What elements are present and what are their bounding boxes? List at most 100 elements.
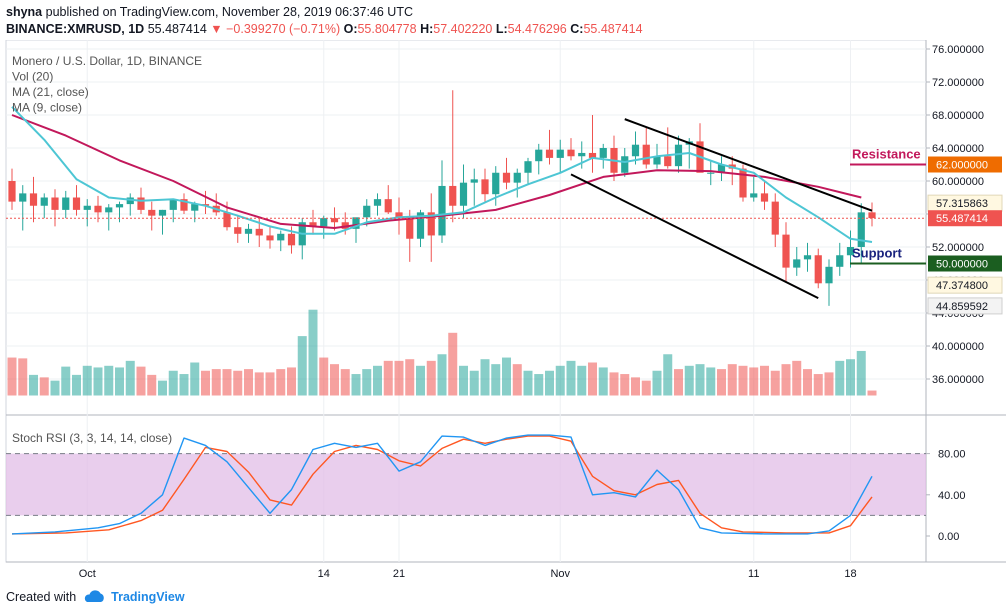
volume-bar: [835, 360, 845, 396]
created-with-text: Created with: [6, 590, 77, 604]
candle-body: [793, 259, 801, 268]
candle: [298, 218, 306, 260]
volume-bar: [276, 369, 286, 396]
volume-bar: [566, 360, 576, 396]
candle-body: [105, 207, 113, 213]
volume-bar: [72, 374, 81, 396]
candle: [373, 193, 382, 216]
candle: [234, 215, 242, 243]
legend: Monero / U.S. Dollar, 1D, BINANCE Vol (20…: [12, 54, 202, 445]
candle: [750, 176, 758, 202]
candle: [642, 127, 650, 169]
candle: [191, 201, 199, 223]
chart-header: shyna published on TradingView.com, Nove…: [0, 0, 1006, 40]
volume-bar: [330, 364, 339, 396]
volume-bar: [115, 367, 124, 396]
volume-bar: [201, 370, 210, 396]
candle-body: [782, 234, 790, 268]
candle-body: [814, 255, 822, 284]
candle-body: [707, 172, 715, 174]
candle: [707, 160, 715, 186]
price-badge: [928, 255, 1002, 272]
candle: [599, 143, 607, 169]
candle-body: [287, 233, 296, 246]
price-badge-label: 55.487414: [936, 213, 988, 225]
volume-bar: [491, 364, 501, 396]
author-name[interactable]: shyna: [6, 5, 43, 19]
volume-bars: [7, 309, 877, 396]
candle: [459, 164, 468, 219]
price-badge: [928, 156, 1002, 173]
candle: [19, 185, 27, 231]
candle: [513, 168, 521, 198]
price-badge-label: 47.374800: [936, 280, 988, 292]
stoch-rsi-legend: Stoch RSI (3, 3, 14, 14, close): [12, 431, 172, 445]
ma9-line: [11, 106, 873, 243]
open-value: 55.804778: [357, 22, 417, 36]
candle-body: [846, 247, 855, 256]
candle: [556, 139, 564, 173]
volume-bar: [856, 350, 866, 396]
candle: [180, 193, 188, 214]
candle-body: [578, 152, 586, 157]
candle: [51, 189, 59, 227]
volume-bar: [244, 369, 253, 396]
volume-bar: [469, 370, 479, 396]
candle-body: [535, 149, 543, 162]
price-tick-label: 72.000000: [932, 77, 984, 89]
candle: [395, 197, 403, 235]
legend-item: Monero / U.S. Dollar, 1D, BINANCE: [12, 54, 202, 68]
candle-body: [158, 209, 167, 216]
candle-body: [395, 212, 403, 218]
grid: [5, 40, 1006, 563]
candle-body: [449, 185, 457, 206]
volume-bar: [577, 365, 587, 396]
low-value: 54.476296: [507, 22, 567, 36]
volume-bar: [319, 357, 329, 396]
price-badge: [927, 276, 1003, 294]
volume-bar: [459, 365, 468, 396]
volume-bar: [813, 374, 823, 396]
price-tick-label: 36.000000: [932, 374, 984, 386]
candle: [212, 193, 220, 216]
volume-bar: [93, 367, 103, 396]
volume-bar: [760, 365, 769, 396]
chart-canvas[interactable]: 76.000000 72.000000 68.000000 64.000000 60.0…: [0, 40, 1006, 585]
candle-body: [384, 199, 392, 213]
price-tick-label: 40.000000: [932, 341, 984, 353]
annotations: Resistance Support: [850, 147, 926, 265]
candle-body: [739, 168, 747, 198]
candle: [857, 203, 865, 264]
candle: [126, 193, 134, 216]
candle: [825, 259, 833, 306]
candle-body: [277, 233, 285, 241]
candle-body: [621, 156, 629, 173]
candle: [782, 222, 790, 282]
candle: [846, 230, 855, 268]
candle: [62, 190, 70, 219]
price-tick-label: 76.000000: [932, 44, 984, 56]
candle-body: [373, 199, 382, 206]
candle-body: [836, 255, 844, 267]
volume-bar: [502, 357, 511, 396]
candle-body: [8, 181, 16, 202]
published-text: published on TradingView.com, November 2…: [45, 5, 413, 19]
candle-body: [416, 212, 425, 239]
volume-bar: [684, 365, 694, 396]
volume-bar: [147, 374, 157, 396]
candle-body: [481, 179, 489, 195]
volume-bar: [136, 366, 146, 396]
volume-bar: [29, 374, 38, 396]
candle-body: [760, 193, 769, 202]
candle: [545, 129, 554, 165]
volume-bar: [480, 359, 490, 396]
ohlc-line: BINANCE:XMRUSD, 1D 55.487414 ▼ −0.399270…: [6, 22, 643, 36]
candle-body: [352, 217, 360, 229]
volume-bar: [416, 365, 425, 396]
volume-bar: [265, 372, 275, 396]
candle: [535, 143, 543, 175]
rsi-tick-label: 80.00: [938, 449, 966, 461]
candle-body: [234, 227, 242, 234]
tradingview-logo-text[interactable]: TradingView: [111, 590, 185, 604]
candle-body: [567, 149, 575, 157]
